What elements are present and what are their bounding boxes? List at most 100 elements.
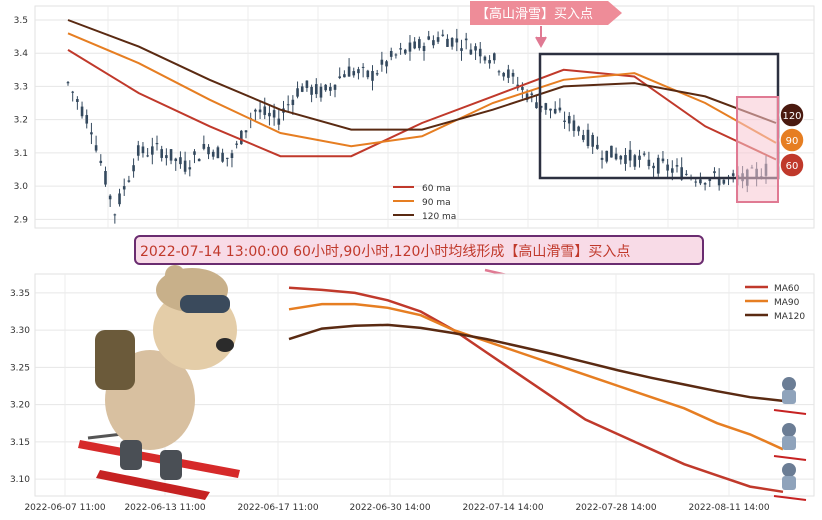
candle-body bbox=[432, 40, 435, 46]
candle-body bbox=[507, 69, 510, 78]
candle-body bbox=[399, 48, 402, 50]
candle-body bbox=[469, 49, 473, 55]
top-y-tick-label: 2.9 bbox=[14, 215, 29, 225]
candle-body bbox=[717, 177, 721, 186]
candle-body bbox=[272, 110, 276, 118]
candle-body bbox=[591, 134, 594, 147]
candle-body bbox=[605, 150, 609, 162]
candle-body bbox=[375, 73, 379, 75]
top-y-tick-label: 3.0 bbox=[14, 182, 29, 192]
mini-skier-2-icon bbox=[773, 423, 807, 461]
candle-body bbox=[610, 145, 613, 158]
candle-body bbox=[582, 135, 585, 140]
top-y-tick-label: 3.1 bbox=[14, 149, 28, 159]
candle-body bbox=[179, 157, 182, 165]
candle-body bbox=[408, 42, 412, 52]
badge-90 bbox=[779, 127, 805, 153]
legend-label-ma60: MA60 bbox=[774, 284, 800, 294]
candle-body bbox=[235, 143, 238, 145]
top-ma-line-0 bbox=[67, 49, 777, 161]
candle-body bbox=[155, 143, 159, 145]
badge-120 bbox=[779, 102, 805, 128]
signal-down-arrow-icon bbox=[535, 26, 547, 49]
legend-label-90ma: 90 ma bbox=[422, 198, 451, 208]
top-y-tick-label: 3.3 bbox=[14, 82, 28, 92]
candle-body bbox=[492, 53, 496, 61]
bottom-legend: MA60 MA90 MA120 bbox=[745, 284, 805, 322]
candle-body bbox=[146, 155, 149, 157]
top-plot-area bbox=[34, 5, 815, 229]
candle-body bbox=[600, 157, 604, 160]
bottom-x-axis: 2022-06-07 11:00 2022-06-13 11:00 2022-06-… bbox=[24, 503, 769, 513]
candle-body bbox=[511, 72, 515, 77]
bottom-x-tick-label: 2022-08-11 14:00 bbox=[688, 503, 769, 513]
candle-body bbox=[572, 120, 576, 131]
candle-body bbox=[80, 106, 84, 117]
top-ma-line-2 bbox=[67, 19, 777, 131]
candle-body bbox=[268, 112, 271, 117]
bottom-y-tick-label: 3.25 bbox=[10, 363, 30, 373]
bottom-x-tick-label: 2022-07-28 14:00 bbox=[575, 503, 656, 513]
candle-body bbox=[141, 146, 145, 154]
ski-left-icon bbox=[78, 440, 240, 478]
bottom-x-tick-label: 2022-06-17 11:00 bbox=[237, 503, 318, 513]
badge-60-label: 60 bbox=[786, 161, 799, 172]
signal-callout-shape bbox=[470, 1, 622, 25]
candle-body bbox=[502, 72, 505, 77]
candle-body bbox=[183, 160, 187, 172]
candle-body bbox=[675, 165, 679, 167]
candle-body bbox=[104, 171, 107, 185]
candle-body bbox=[544, 103, 548, 110]
badge-120-label: 120 bbox=[782, 111, 801, 122]
candle-body bbox=[300, 86, 304, 92]
bottom-ma-line-0 bbox=[288, 286, 784, 494]
candle-body bbox=[380, 59, 384, 65]
legend-label-ma120: MA120 bbox=[774, 312, 805, 322]
candle-body bbox=[113, 214, 117, 216]
candle-body bbox=[614, 153, 618, 160]
candle-body bbox=[460, 48, 463, 51]
badge-90-label: 90 bbox=[786, 136, 799, 147]
candle-body bbox=[99, 160, 103, 164]
bottom-ma-line-1 bbox=[288, 302, 784, 451]
top-moving-averages bbox=[67, 19, 777, 161]
candle-body bbox=[521, 86, 524, 90]
candle-body bbox=[352, 71, 356, 76]
top-y-tick-label: 3.4 bbox=[14, 49, 29, 59]
candle-body bbox=[680, 167, 683, 180]
top-ma-line-1 bbox=[67, 32, 777, 148]
bottom-x-tick-label: 2022-06-30 14:00 bbox=[349, 503, 430, 513]
bottom-x-tick-label: 2022-06-13 11:00 bbox=[124, 503, 205, 513]
candle-body bbox=[225, 157, 229, 159]
bottom-y-tick-label: 3.10 bbox=[10, 475, 30, 485]
candle-body bbox=[694, 181, 698, 183]
bottom-chart: 3.35 3.30 3.25 3.20 3.15 3.10 2022-06-07 11:0… bbox=[10, 265, 815, 513]
candle-body bbox=[221, 152, 224, 162]
bottom-ma-line-2 bbox=[288, 323, 784, 403]
candle-body bbox=[343, 74, 346, 78]
candle-body bbox=[685, 173, 688, 175]
goggles-icon bbox=[180, 295, 230, 313]
candle-body bbox=[371, 71, 374, 81]
candle-body bbox=[652, 165, 655, 169]
candle-body bbox=[642, 153, 646, 155]
hat-pompom-icon bbox=[165, 265, 185, 285]
candle-body bbox=[450, 37, 454, 47]
candle-body bbox=[703, 183, 707, 185]
signal-banner-text: 2022-07-14 13:00:00 60小时,90小时,120小时均线形成【… bbox=[140, 243, 630, 260]
candlestick-series bbox=[66, 28, 768, 224]
candle-body bbox=[666, 164, 669, 171]
candle-body bbox=[258, 109, 262, 113]
candle-body bbox=[94, 145, 98, 151]
candle-body bbox=[661, 158, 665, 162]
mini-skier-3-icon bbox=[773, 463, 807, 501]
candle-body bbox=[71, 91, 74, 93]
dog-nose-icon bbox=[216, 338, 234, 352]
candle-body bbox=[633, 155, 637, 167]
legend-label-120ma: 120 ma bbox=[422, 212, 456, 222]
ski-right-icon bbox=[96, 470, 210, 500]
candle-body bbox=[418, 39, 421, 49]
badge-60 bbox=[779, 152, 805, 178]
candle-body bbox=[549, 108, 552, 111]
